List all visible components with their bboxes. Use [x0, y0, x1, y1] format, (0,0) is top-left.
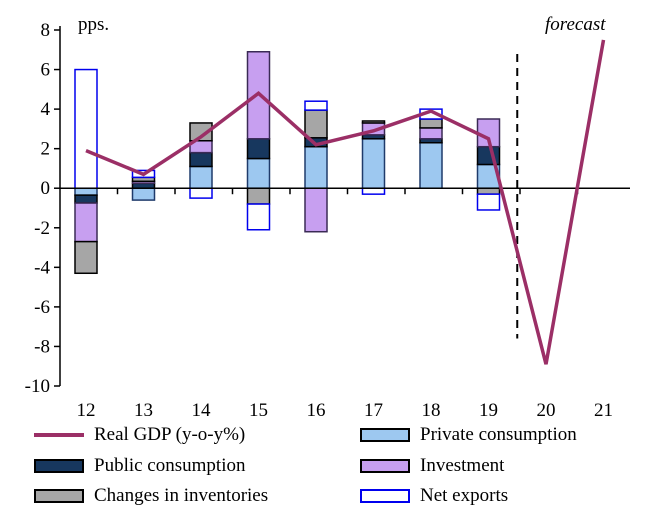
gdp-line-layer: [85, 39, 606, 365]
real-gdp-line: [85, 39, 606, 365]
x-tick-label-14: 14: [192, 400, 212, 421]
bar-private-consumption-12: [74, 187, 98, 196]
y-tick-label-2: 2: [41, 139, 51, 160]
bar-private-consumption-17: [361, 138, 386, 189]
bar-net-exports-15: [246, 203, 271, 231]
bar-public-consumption-19: [476, 145, 501, 166]
y-tick-label--8: -8: [34, 336, 50, 357]
bar-private-consumption-16: [304, 145, 328, 189]
x-tick-label-16: 16: [307, 400, 326, 421]
y-tick-label-8: 8: [41, 20, 51, 41]
forecast-label: forecast: [545, 14, 606, 35]
bar-changes-in-inventories-15: [246, 187, 271, 205]
bar-investment-16: [304, 187, 328, 233]
bar-public-consumption-15: [246, 138, 271, 160]
x-tick-label-18: 18: [422, 400, 441, 421]
x-tick-label-19: 19: [479, 400, 498, 421]
bar-private-consumption-13: [131, 187, 156, 201]
bars-layer: [74, 51, 501, 275]
x-tick-label-13: 13: [134, 400, 153, 421]
bar-investment-18: [419, 127, 443, 140]
y-tick-label--2: -2: [34, 218, 50, 239]
bar-private-consumption-14: [189, 165, 213, 189]
bar-net-exports-17: [361, 187, 386, 195]
bar-changes-in-inventories-19: [476, 187, 501, 195]
bar-changes-in-inventories-14: [189, 122, 213, 142]
bar-public-consumption-14: [189, 151, 213, 168]
bar-investment-12: [74, 202, 98, 243]
y-tick-label--10: -10: [25, 376, 50, 397]
x-tick-label-12: 12: [77, 400, 96, 421]
y-tick-label-6: 6: [41, 60, 51, 81]
bar-net-exports-14: [189, 187, 213, 199]
x-tick-label-15: 15: [249, 400, 268, 421]
y-tick-label--4: -4: [34, 257, 50, 278]
bar-changes-in-inventories-16: [304, 109, 328, 139]
bar-changes-in-inventories-12: [74, 240, 98, 275]
bar-net-exports-19: [476, 193, 501, 211]
bar-changes-in-inventories-17: [361, 120, 386, 124]
bar-private-consumption-15: [246, 157, 271, 189]
x-tick-label-17: 17: [364, 400, 383, 421]
y-tick-label-0: 0: [41, 178, 51, 199]
bar-private-consumption-18: [419, 141, 443, 189]
y-tick-label-4: 4: [41, 99, 51, 120]
bar-changes-in-inventories-18: [419, 118, 443, 129]
x-tick-label-20: 20: [537, 400, 556, 421]
bar-net-exports-16: [304, 100, 328, 111]
bar-net-exports-12: [74, 68, 98, 189]
y-unit-label: pps.: [78, 14, 109, 35]
x-tick-label-21: 21: [594, 400, 613, 421]
y-tick-label--6: -6: [34, 297, 50, 318]
bar-public-consumption-12: [74, 194, 98, 204]
